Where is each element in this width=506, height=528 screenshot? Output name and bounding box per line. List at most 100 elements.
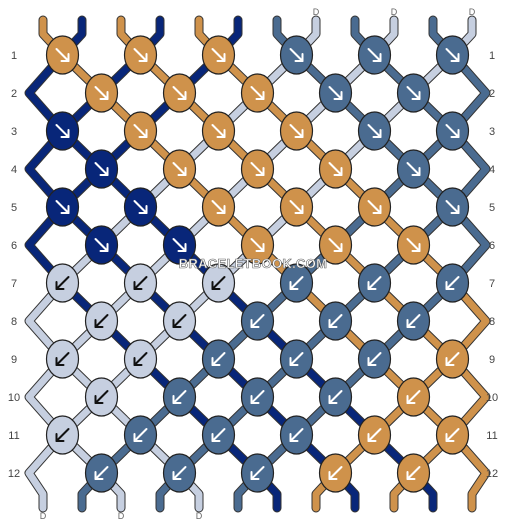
knot[interactable] — [435, 415, 470, 455]
row-number-left: 11 — [8, 430, 19, 442]
strand-B — [25, 16, 437, 512]
knot[interactable] — [201, 111, 236, 151]
knot[interactable] — [123, 339, 158, 379]
knot[interactable] — [162, 149, 197, 189]
knot[interactable] — [396, 149, 431, 189]
knot[interactable] — [396, 377, 431, 417]
arrow-head-icon — [294, 53, 304, 62]
row-number-left: 4 — [11, 164, 17, 176]
knot[interactable] — [435, 111, 470, 151]
knot[interactable] — [357, 35, 392, 75]
knot[interactable] — [357, 415, 392, 455]
top-string-label: B — [157, 7, 163, 17]
knot[interactable] — [435, 263, 470, 303]
strand-A — [39, 16, 490, 512]
arrow-down-right-icon — [133, 124, 148, 138]
arrow-down-left-icon — [94, 314, 109, 328]
arrow-down-right-icon — [289, 200, 304, 214]
knot[interactable] — [357, 111, 392, 151]
arrow-down-right-icon — [211, 200, 226, 214]
knots-layer — [45, 35, 470, 493]
knot[interactable] — [279, 187, 314, 227]
knot[interactable] — [396, 225, 431, 265]
knot[interactable] — [357, 187, 392, 227]
knot[interactable] — [123, 415, 158, 455]
arrow-head-icon — [172, 395, 182, 404]
knot[interactable] — [45, 35, 80, 75]
knot[interactable] — [123, 187, 158, 227]
knot[interactable] — [318, 453, 353, 493]
knot[interactable] — [162, 453, 197, 493]
arrow-down-right-icon — [55, 124, 70, 138]
row-number-right: 2 — [489, 88, 495, 100]
knot[interactable] — [123, 111, 158, 151]
arrow-head-icon — [94, 319, 104, 328]
knot[interactable] — [435, 187, 470, 227]
knot[interactable] — [84, 377, 119, 417]
row-number-right: 12 — [486, 468, 498, 480]
knot[interactable] — [45, 111, 80, 151]
arrow-head-icon — [211, 281, 221, 290]
arrow-head-icon — [333, 167, 343, 176]
knot[interactable] — [318, 377, 353, 417]
knot[interactable] — [201, 263, 236, 303]
knot[interactable] — [240, 225, 275, 265]
top-string-label: A — [118, 7, 124, 17]
knot[interactable] — [279, 35, 314, 75]
knot[interactable] — [162, 225, 197, 265]
knot[interactable] — [84, 149, 119, 189]
knot[interactable] — [201, 35, 236, 75]
arrow-down-right-icon — [289, 124, 304, 138]
knot[interactable] — [279, 339, 314, 379]
knot[interactable] — [240, 453, 275, 493]
knot[interactable] — [396, 301, 431, 341]
knot[interactable] — [84, 453, 119, 493]
knot[interactable] — [162, 301, 197, 341]
knot[interactable] — [435, 35, 470, 75]
arrow-down-left-icon — [211, 428, 226, 442]
row-number-right: 5 — [489, 202, 495, 214]
knot[interactable] — [318, 149, 353, 189]
knot[interactable] — [240, 73, 275, 113]
arrow-head-icon — [411, 243, 421, 252]
knot[interactable] — [162, 73, 197, 113]
knot[interactable] — [123, 35, 158, 75]
knot[interactable] — [279, 263, 314, 303]
knot[interactable] — [45, 415, 80, 455]
knot[interactable] — [396, 453, 431, 493]
arrow-down-right-icon — [250, 86, 265, 100]
knot[interactable] — [162, 377, 197, 417]
knot[interactable] — [84, 225, 119, 265]
knot[interactable] — [240, 149, 275, 189]
row-number-right: 4 — [489, 164, 495, 176]
knot[interactable] — [318, 73, 353, 113]
knot[interactable] — [240, 377, 275, 417]
knot[interactable] — [201, 187, 236, 227]
knot[interactable] — [318, 225, 353, 265]
arrow-head-icon — [99, 243, 109, 252]
row-number-right: 7 — [489, 278, 495, 290]
arrow-down-right-icon — [406, 238, 421, 252]
knot[interactable] — [45, 187, 80, 227]
knot[interactable] — [84, 301, 119, 341]
knot[interactable] — [123, 263, 158, 303]
knot[interactable] — [318, 301, 353, 341]
knot[interactable] — [240, 301, 275, 341]
top-string-label: B — [79, 7, 85, 17]
knot[interactable] — [45, 263, 80, 303]
knot[interactable] — [201, 415, 236, 455]
knot[interactable] — [201, 339, 236, 379]
strand-D — [25, 16, 320, 512]
knot[interactable] — [435, 339, 470, 379]
knot[interactable] — [279, 111, 314, 151]
arrow-down-left-icon — [94, 466, 109, 480]
knot[interactable] — [45, 339, 80, 379]
arrow-head-icon — [406, 319, 416, 328]
knot[interactable] — [84, 73, 119, 113]
knot[interactable] — [279, 415, 314, 455]
knot[interactable] — [396, 73, 431, 113]
knot[interactable] — [357, 339, 392, 379]
arrow-down-right-icon — [406, 162, 421, 176]
arrow-down-left-icon — [250, 466, 265, 480]
knot[interactable] — [357, 263, 392, 303]
